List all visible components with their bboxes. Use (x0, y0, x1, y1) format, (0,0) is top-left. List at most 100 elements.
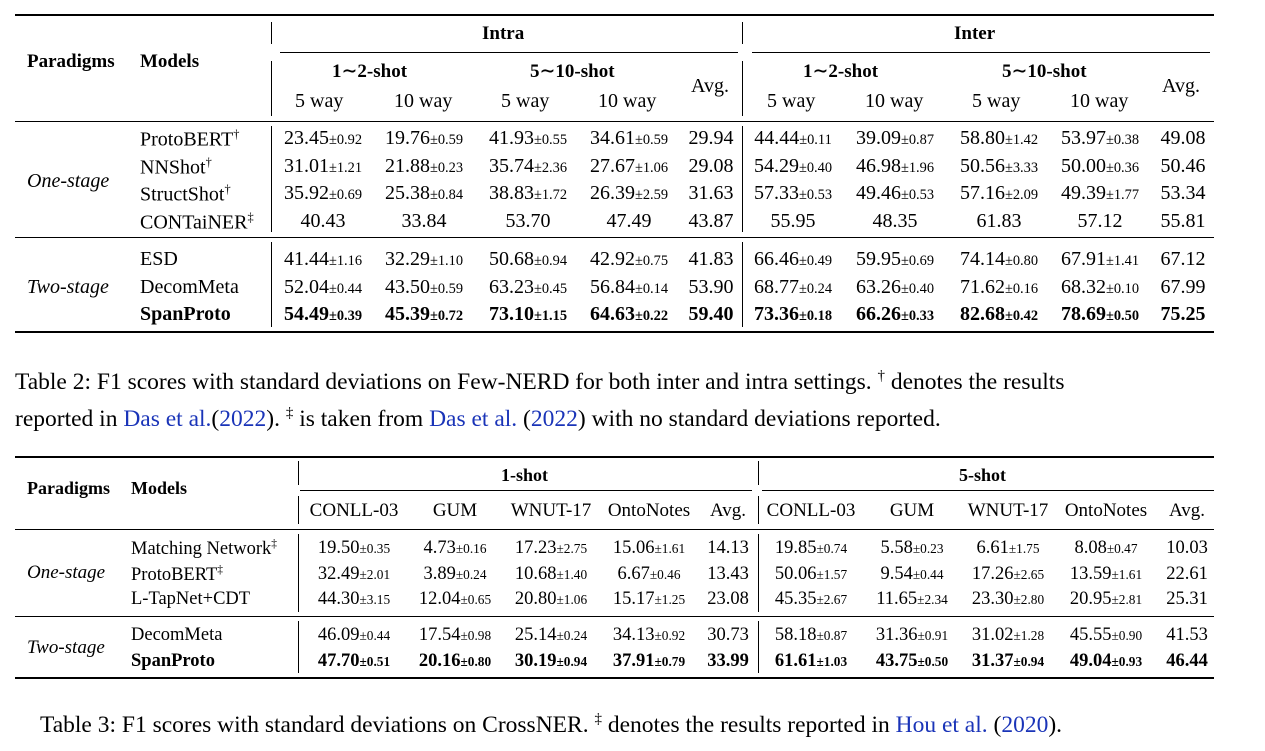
score-value: 75.25 (1160, 303, 1206, 325)
score-value: 44.30 (317, 589, 360, 609)
score-cell: 67.99 (1123, 277, 1243, 297)
score-cell: 45.35±2.67 (751, 590, 871, 609)
citation-year-link[interactable]: 2020 (1001, 711, 1049, 738)
table2-way-header: 10 way (865, 90, 924, 112)
table3-models-header: Models (131, 478, 187, 498)
score-std: ±0.45 (533, 280, 568, 297)
score-cell: 17.54±0.98 (395, 626, 515, 645)
score-std: ±1.41 (1105, 253, 1140, 269)
score-std: ±1.61 (654, 541, 686, 556)
score-value: 57.16 (959, 182, 1005, 204)
score-value: 19.50 (317, 538, 360, 558)
score-value: 27.67 (589, 154, 635, 177)
model-label: SpanProto (140, 303, 231, 325)
footnote-mark: † (224, 182, 231, 196)
table2-caption: Table 2: F1 scores with standard deviati… (15, 361, 1064, 435)
table3-header-rule (15, 529, 1214, 530)
score-cell: 58.18±0.87 (751, 626, 871, 645)
score-cell: 67.12 (1123, 249, 1243, 269)
score-value: 49.04 (1069, 650, 1112, 671)
caption2-text: Table 2: F1 scores with standard deviati… (15, 368, 872, 395)
score-value: 9.54 (880, 563, 913, 584)
score-std: ±0.69 (900, 253, 935, 269)
citation-link[interactable]: Das et al. (429, 405, 518, 432)
table2-inter-avg: Avg. (1162, 75, 1200, 97)
score-cell: 41.83 (651, 249, 771, 269)
score-std: ±0.38 (1105, 132, 1140, 148)
table3-caption: Table 3: F1 scores with standard deviati… (40, 704, 1062, 741)
score-value: 46.09 (317, 625, 360, 645)
score-cell: 31.01±1.21 (263, 156, 383, 176)
citation-year-link[interactable]: 2022 (219, 405, 267, 432)
column-header: GUM (432, 500, 478, 521)
score-std: ±0.94 (556, 653, 588, 669)
score-std: ±1.06 (556, 592, 588, 607)
score-value: 56.84 (589, 275, 635, 298)
score-std: ±0.98 (460, 628, 492, 643)
score-value: 23.30 (971, 589, 1014, 609)
score-cell: 20.16±0.80 (395, 651, 515, 671)
score-value: 46.44 (1166, 650, 1208, 671)
table3-vline-mid-body (758, 534, 759, 612)
score-std: ±1.25 (654, 592, 686, 607)
score-cell: 53.90 (651, 277, 771, 297)
score-cell: 54.29±0.40 (733, 156, 853, 176)
score-cell: 33.84 (364, 211, 484, 231)
column-header: OntoNotes (1064, 500, 1148, 521)
score-std: ±0.36 (1105, 159, 1140, 176)
column-header: WNUT-17 (967, 500, 1049, 521)
score-std: ±1.40 (556, 566, 588, 582)
score-value: 23.45 (283, 127, 329, 149)
citation-link[interactable]: Hou et al. (895, 711, 988, 738)
table3-vline-mid-header2 (758, 496, 759, 524)
score-cell: 26.39±2.59 (569, 183, 689, 203)
caption2-paren: ). (266, 405, 280, 432)
score-cell: 59.40 (651, 304, 771, 324)
score-value: 10.68 (514, 563, 557, 584)
score-value: 3.89 (423, 563, 456, 584)
score-cell: 25.14±0.24 (491, 626, 611, 645)
score-value: 63.23 (488, 275, 534, 298)
score-cell: 52.04±0.44 (263, 277, 383, 297)
score-value: 82.68 (959, 303, 1005, 325)
score-cell: 58.80±1.42 (939, 128, 1059, 148)
score-value: 44.44 (754, 127, 800, 149)
score-value: 19.76 (384, 127, 430, 149)
score-std: ±0.87 (816, 628, 848, 643)
score-value: 64.63 (589, 303, 635, 325)
score-cell: 22.61 (1127, 564, 1247, 584)
score-std: ±1.16 (328, 253, 363, 269)
model-name: DecomMeta (140, 277, 239, 297)
citation-link[interactable]: Das et al. (123, 405, 212, 432)
score-cell: 49.39±1.77 (1040, 183, 1160, 203)
table3-5shot-cmidrule (762, 490, 1214, 491)
score-value: 23.08 (707, 589, 749, 609)
score-std: ±0.16 (1004, 280, 1039, 297)
score-value: 5.58 (880, 538, 913, 558)
score-std: ±1.10 (429, 253, 464, 269)
table3-group-rule (15, 616, 1214, 617)
score-value: 33.84 (401, 209, 447, 232)
score-std: ±3.15 (359, 592, 391, 607)
score-cell: 50.00±0.36 (1040, 156, 1160, 176)
score-std: ±0.33 (900, 308, 935, 324)
score-cell: 73.36±0.18 (733, 304, 853, 324)
score-value: 48.35 (872, 209, 918, 232)
table2-vline-left-body2 (271, 242, 272, 327)
model-name: ESD (140, 249, 178, 269)
table2-top-rule (15, 14, 1214, 16)
score-cell: 44.30±3.15 (294, 590, 414, 609)
score-cell: 61.83 (939, 211, 1059, 231)
table2-intra-shot-a: 1∼2-shot (332, 61, 408, 82)
citation-year-link[interactable]: 2022 (530, 405, 578, 432)
score-cell: 6.61±1.75 (948, 539, 1068, 558)
score-std: ±0.50 (1105, 308, 1140, 324)
score-cell: 59.95±0.69 (835, 249, 955, 269)
score-cell: 19.50±0.35 (294, 539, 414, 558)
table2-way-header: 5 way (972, 90, 1021, 112)
score-value: 50.00 (1060, 154, 1106, 177)
score-std: ±0.39 (328, 308, 363, 324)
score-value: 31.36 (875, 625, 918, 645)
score-std: ±0.72 (429, 308, 464, 324)
score-value: 15.06 (612, 538, 655, 558)
